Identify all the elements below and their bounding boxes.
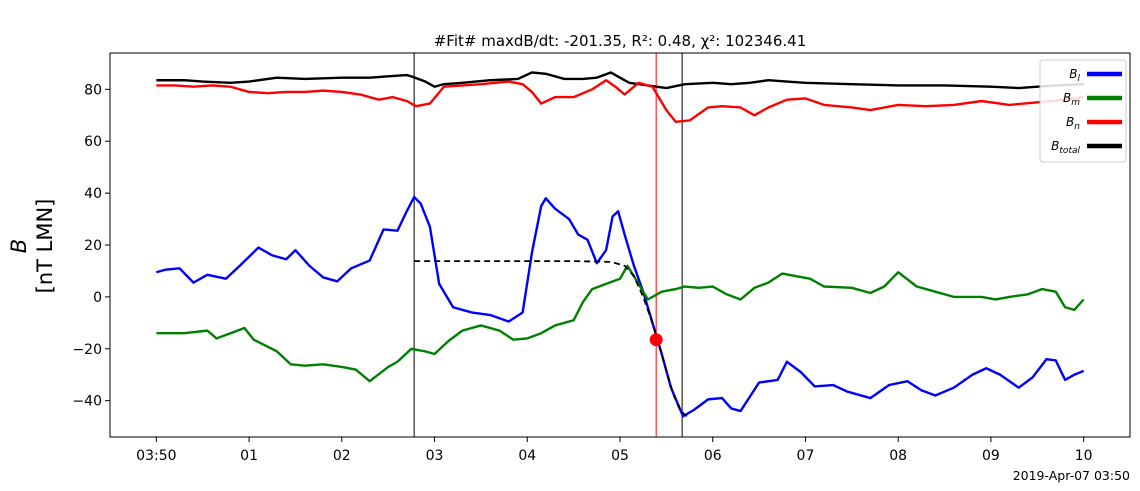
y-tick-label: −20 — [72, 342, 102, 358]
series-line-b-l — [156, 195, 1085, 418]
legend-label: Bl — [1069, 67, 1080, 84]
legend-label: Bn — [1066, 115, 1080, 132]
series-layer — [156, 71, 1085, 419]
legend-label: Bm — [1063, 91, 1080, 108]
marker-layer — [649, 333, 663, 347]
y-tick-label: 80 — [84, 82, 102, 98]
y-tick-label: 60 — [84, 134, 102, 150]
y-axis: −40 −20 0 20 40 60 80 — [72, 82, 110, 410]
vertical-markers — [413, 53, 683, 437]
x-axis: 03:50 01 02 03 04 05 06 07 08 09 10 — [136, 437, 1093, 464]
y-axis-label: B [nT LMN] — [7, 199, 57, 294]
x-tick-label: 03 — [426, 448, 444, 464]
legend-box — [1039, 59, 1127, 163]
plot-frame — [109, 52, 1131, 438]
x-tick-label: 01 — [240, 448, 258, 464]
legend: Bl Bm Bn Btotal — [1039, 59, 1127, 163]
x-tick-label: 09 — [982, 448, 1000, 464]
max-derivative-marker — [649, 333, 663, 347]
x-tick-label: 03:50 — [136, 448, 176, 464]
legend-label: Btotal — [1051, 139, 1080, 156]
y-tick-label: 0 — [93, 290, 102, 306]
x-tick-label: 04 — [518, 448, 536, 464]
y-tick-label: 20 — [84, 238, 102, 254]
x-tick-label: 05 — [611, 448, 629, 464]
y-tick-label: −40 — [72, 394, 102, 410]
series-line-b-m — [156, 264, 1085, 383]
series-line-b-total — [156, 71, 1084, 90]
x-tick-label: 02 — [333, 448, 351, 464]
x-tick-label: 07 — [797, 448, 815, 464]
y-axis-label-unit: [nT LMN] — [33, 199, 57, 294]
x-tick-label: 08 — [889, 448, 907, 464]
x-tick-label: 06 — [704, 448, 722, 464]
y-axis-label-symbol: B — [7, 239, 31, 253]
y-tick-label: 40 — [84, 186, 102, 202]
fit-curve — [414, 260, 690, 419]
x-tick-label: 10 — [1075, 448, 1093, 464]
series-line-b-n — [156, 79, 1084, 123]
date-label: 2019-Apr-07 03:50 — [1013, 468, 1130, 483]
chart-title: #Fit# maxdB/dt: -201.35, R²: 0.48, χ²: 1… — [434, 32, 807, 50]
